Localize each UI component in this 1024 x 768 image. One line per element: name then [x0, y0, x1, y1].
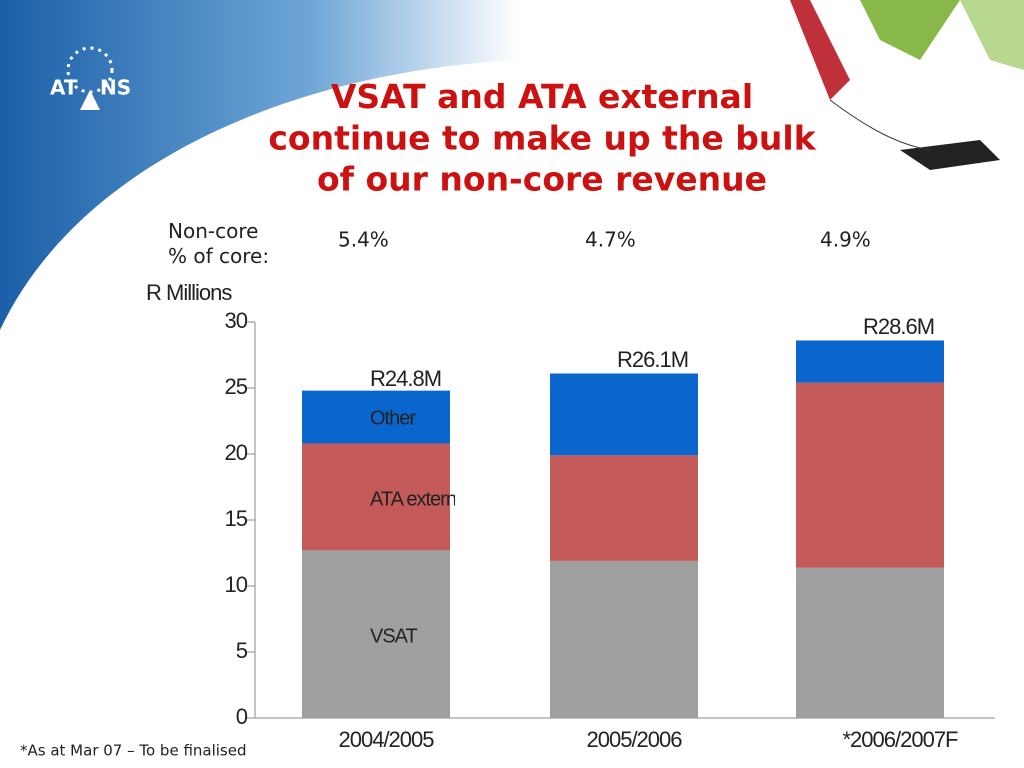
y-tick-label: 0: [236, 704, 248, 729]
total-label: R26.1M: [617, 347, 688, 372]
y-tick-label: 10: [225, 572, 248, 597]
series-label: ATA external: [370, 488, 470, 510]
y-tick-label: 25: [225, 374, 248, 399]
y-axis-label: R Millions: [146, 280, 232, 305]
logo: AT NS: [50, 46, 131, 110]
x-tick-label: *2006/2007F: [843, 727, 959, 752]
bar-segment: [550, 560, 698, 718]
bar-segment: [550, 455, 698, 561]
chart-title: VSAT and ATA external continue to make up…: [268, 77, 816, 199]
stat-value: 4.7%: [585, 228, 636, 252]
x-tick-label: 2005/2006: [587, 727, 683, 752]
stat-value: 4.9%: [820, 228, 871, 252]
deco: [790, 0, 850, 100]
bar-segment: [302, 550, 450, 718]
y-tick-label: 5: [236, 638, 248, 663]
swoosh: [0, 0, 520, 330]
y-tick-label: 20: [225, 440, 248, 465]
total-label: R24.8M: [370, 366, 441, 391]
stat-value: 5.4%: [338, 228, 389, 252]
bar-segment: [796, 340, 944, 383]
y-tick-label: 30: [225, 308, 248, 333]
total-label: R28.6M: [863, 314, 934, 339]
deco: [960, 0, 1024, 70]
logo-text: NS: [100, 76, 131, 100]
deco: [829, 99, 931, 151]
series-label: VSAT: [370, 625, 418, 647]
bar-segment: [302, 443, 450, 551]
footnote: *As at Mar 07 – To be finalised: [20, 742, 247, 760]
stat-label: Non-core% of core:: [168, 219, 269, 268]
y-tick-label: 15: [225, 506, 248, 531]
bar-segment: [550, 373, 698, 456]
bar-segment: [302, 390, 450, 444]
deco: [860, 0, 960, 60]
series-label: Other: [370, 407, 416, 429]
bar-segment: [796, 567, 944, 718]
deco: [900, 140, 1000, 170]
x-tick-label: 2004/2005: [339, 727, 435, 752]
bar-segment: [796, 382, 944, 568]
logo-text: AT: [50, 76, 78, 100]
